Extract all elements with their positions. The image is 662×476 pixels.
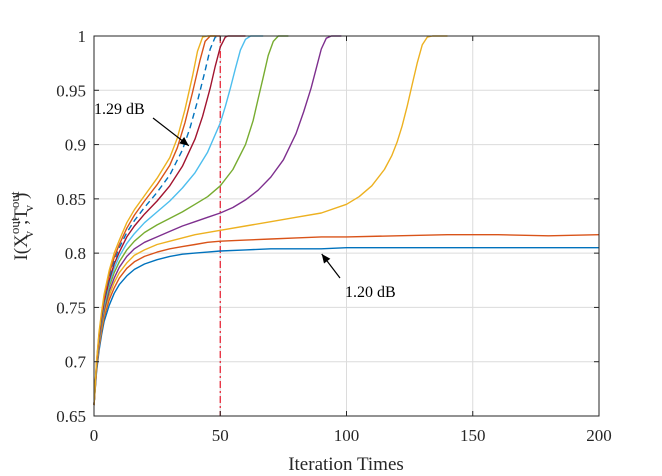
y-tick-label: 1 xyxy=(78,27,87,46)
series-line-1 xyxy=(93,234,600,406)
annotation-arrow-high-head xyxy=(179,137,189,146)
y-axis-title-sup2: out xyxy=(7,191,22,208)
series-line-2 xyxy=(93,35,448,406)
y-tick-label: 0.9 xyxy=(65,136,86,155)
x-tick-label: 200 xyxy=(586,426,612,445)
annotation-arrow-low-head xyxy=(321,253,331,264)
y-axis-title-base: I(X xyxy=(11,234,32,261)
y-axis-title-sub2: v xyxy=(21,204,36,211)
series-line-9 xyxy=(93,35,216,406)
y-tick-label: 0.75 xyxy=(56,298,86,317)
x-tick-label: 0 xyxy=(90,426,99,445)
series-group xyxy=(93,35,600,406)
y-tick-label: 0.65 xyxy=(56,407,86,426)
x-tick-label: 50 xyxy=(212,426,229,445)
x-axis-title: Iteration Times xyxy=(288,454,404,475)
y-axis-title-sub1: v xyxy=(21,231,36,238)
y-tick-label: 0.85 xyxy=(56,190,86,209)
series-line-0 xyxy=(93,247,599,406)
annotations: 1.29 dB 1.20 dB xyxy=(94,101,396,301)
y-tick-label: 0.8 xyxy=(65,244,86,263)
y-axis-title: I(Xoutv;Toutv) xyxy=(7,191,36,260)
y-axis-title-end: ) xyxy=(11,193,32,199)
x-tick-label: 150 xyxy=(460,426,486,445)
annotation-low-snr: 1.20 dB xyxy=(345,284,396,301)
x-tick-label: 100 xyxy=(334,426,360,445)
y-axis-title-sup1: out xyxy=(7,217,22,234)
svg-text:I(Xoutv;Toutv): I(Xoutv;Toutv) xyxy=(7,191,36,260)
y-tick-label: 0.95 xyxy=(56,81,86,100)
series-line-3 xyxy=(93,35,342,406)
y-axis-title-mid: ;T xyxy=(11,208,32,225)
annotation-high-snr: 1.29 dB xyxy=(94,101,145,118)
y-axis-ticks: 0.65 0.7 0.75 0.8 0.85 0.9 0.95 1 xyxy=(56,27,599,426)
y-tick-label: 0.7 xyxy=(65,353,87,372)
x-axis-ticks: 0 50 100 150 200 xyxy=(90,36,612,445)
